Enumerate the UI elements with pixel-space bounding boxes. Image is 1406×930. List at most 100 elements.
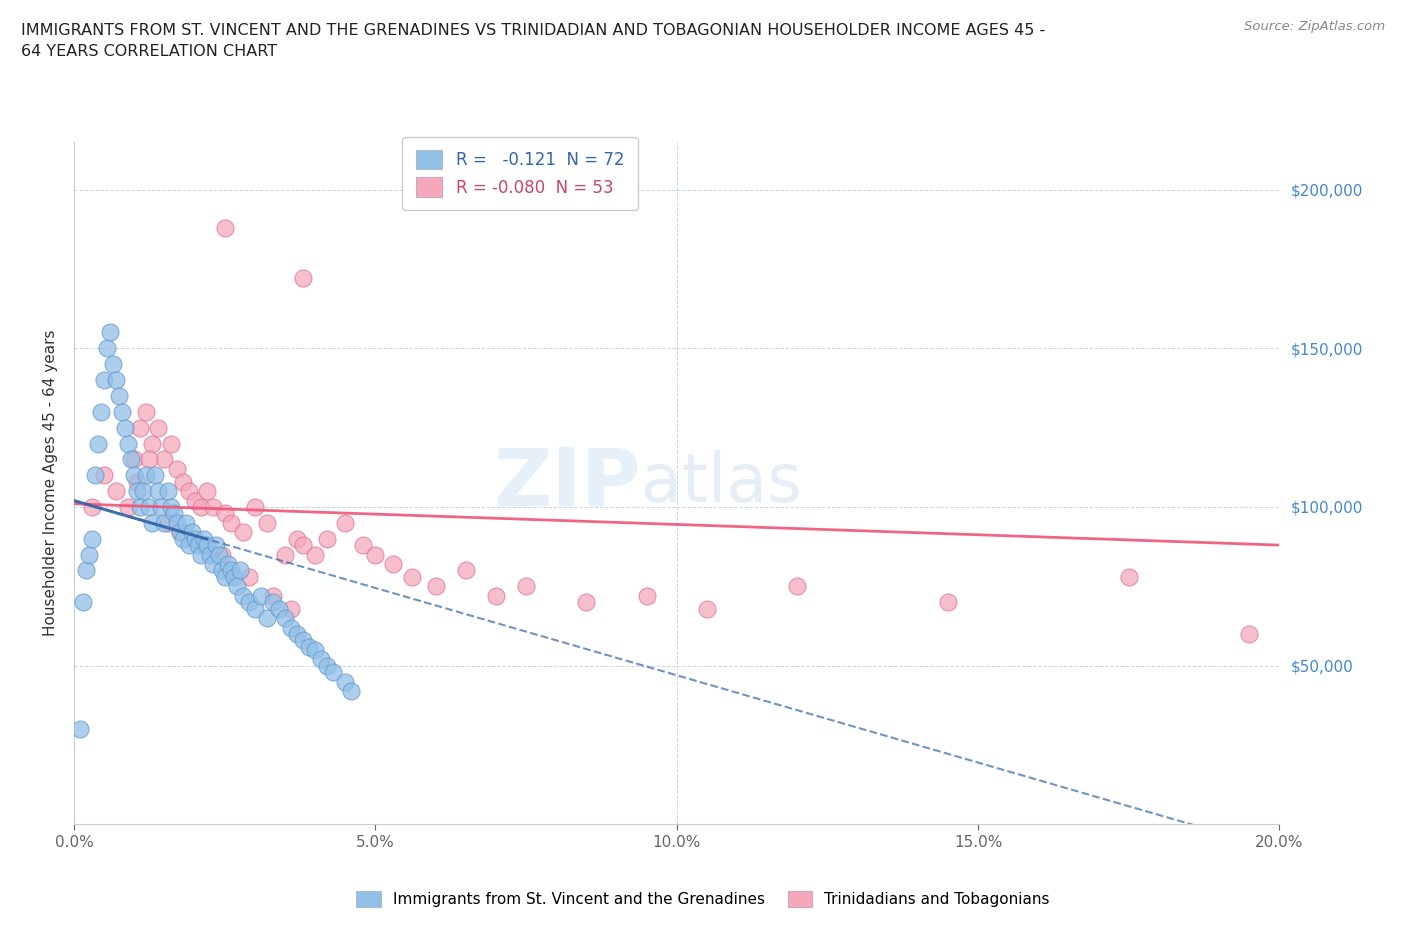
Point [93, 373, 115, 388]
Point [1118, 569, 1140, 584]
Point [166, 461, 188, 476]
Point [309, 652, 332, 667]
Point [72, 595, 94, 610]
Point [169, 525, 191, 539]
Point [636, 589, 658, 604]
Point [132, 484, 155, 498]
Point [82, 531, 104, 546]
Point [222, 569, 245, 584]
Point [111, 405, 134, 419]
Point [208, 547, 231, 562]
Point [292, 633, 315, 648]
Point [201, 499, 224, 514]
Point [274, 611, 297, 626]
Point [183, 531, 205, 546]
Point [786, 579, 808, 594]
Point [103, 357, 125, 372]
Point [108, 389, 131, 404]
Point [180, 525, 202, 539]
Point [243, 499, 266, 514]
Point [322, 665, 344, 680]
Point [135, 468, 157, 483]
Point [485, 589, 508, 604]
Point [515, 579, 537, 594]
Point [229, 563, 252, 578]
Point [174, 515, 197, 530]
Point [316, 658, 339, 673]
Point [159, 499, 181, 514]
Point [225, 579, 247, 594]
Point [243, 601, 266, 616]
Point [238, 595, 260, 610]
Point [214, 506, 236, 521]
Point [148, 420, 170, 435]
Text: atlas: atlas [641, 450, 801, 516]
Point [195, 484, 218, 498]
Point [127, 484, 149, 498]
Point [120, 452, 142, 467]
Point [193, 538, 215, 552]
Point [129, 420, 152, 435]
Point [96, 340, 118, 355]
Point [304, 643, 326, 658]
Point [117, 436, 139, 451]
Point [69, 722, 91, 737]
Point [129, 499, 152, 514]
Legend: Immigrants from St. Vincent and the Grenadines, Trinidadians and Tobagonians: Immigrants from St. Vincent and the Gren… [349, 883, 1057, 915]
Point [256, 515, 278, 530]
Point [114, 420, 136, 435]
Point [204, 538, 226, 552]
Point [298, 639, 321, 654]
Point [316, 531, 339, 546]
Point [166, 515, 188, 530]
Point [401, 569, 423, 584]
Point [232, 525, 254, 539]
Point [340, 684, 363, 698]
Point [141, 436, 163, 451]
Point [159, 436, 181, 451]
Point [153, 515, 176, 530]
Point [153, 452, 176, 467]
Point [87, 436, 110, 451]
Point [148, 484, 170, 498]
Point [292, 271, 315, 286]
Point [177, 538, 200, 552]
Point [150, 499, 173, 514]
Point [285, 531, 308, 546]
Point [285, 627, 308, 642]
Point [172, 474, 194, 489]
Point [145, 468, 167, 483]
Point [190, 547, 212, 562]
Point [262, 595, 284, 610]
Point [214, 569, 236, 584]
Point [304, 547, 326, 562]
Point [156, 484, 179, 498]
Point [256, 611, 278, 626]
Point [211, 563, 233, 578]
Point [127, 474, 149, 489]
Point [124, 468, 146, 483]
Point [135, 405, 157, 419]
Point [454, 563, 477, 578]
Y-axis label: Householder Income Ages 45 - 64 years: Householder Income Ages 45 - 64 years [44, 330, 58, 636]
Text: Source: ZipAtlas.com: Source: ZipAtlas.com [1244, 20, 1385, 33]
Point [156, 515, 179, 530]
Point [214, 220, 236, 235]
Legend: R =   -0.121  N = 72, R = -0.080  N = 53: R = -0.121 N = 72, R = -0.080 N = 53 [402, 137, 638, 210]
Point [138, 452, 160, 467]
Point [575, 595, 598, 610]
Point [93, 468, 115, 483]
Point [90, 405, 112, 419]
Point [187, 538, 209, 552]
Point [262, 589, 284, 604]
Point [117, 499, 139, 514]
Point [141, 515, 163, 530]
Point [1239, 627, 1261, 642]
Text: ZIP: ZIP [494, 445, 641, 522]
Point [193, 531, 215, 546]
Point [177, 484, 200, 498]
Point [936, 595, 959, 610]
Point [201, 557, 224, 572]
Point [169, 525, 191, 539]
Point [335, 674, 357, 689]
